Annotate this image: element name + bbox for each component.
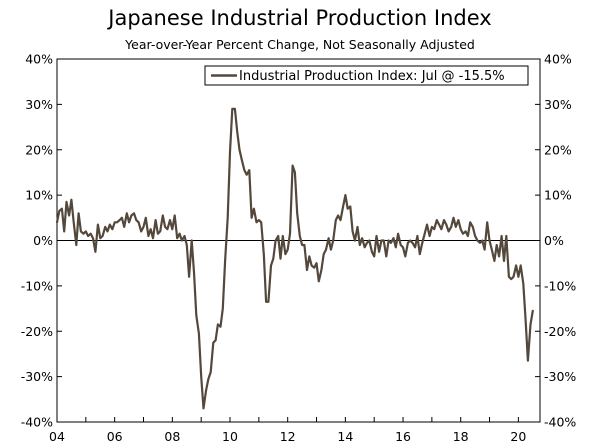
legend: Industrial Production Index: Jul @ -15.5… xyxy=(204,65,529,86)
series-line-industrial-production xyxy=(55,107,534,410)
y-tick-label-right: -40% xyxy=(544,415,576,430)
y-tick-label-left: -30% xyxy=(21,369,53,384)
y-tick-label-right: 30% xyxy=(544,97,572,112)
x-tick-label: 18 xyxy=(453,429,469,444)
y-tick-label-left: 10% xyxy=(25,188,53,203)
y-tick-label-left: -10% xyxy=(21,278,53,293)
x-tick-label: 10 xyxy=(222,429,238,444)
legend-label: Industrial Production Index: Jul @ -15.5… xyxy=(239,69,505,84)
x-tick-label: 14 xyxy=(337,429,353,444)
x-tick-label: 04 xyxy=(49,429,65,444)
y-tick-label-right: 0% xyxy=(544,233,564,248)
x-tick-label: 08 xyxy=(164,429,180,444)
y-tick-label-right: 10% xyxy=(544,188,572,203)
x-tick-label: 16 xyxy=(395,429,411,444)
y-tick-label-right: 40% xyxy=(544,52,572,67)
x-tick-label: 20 xyxy=(510,429,526,444)
legend-box xyxy=(204,65,529,86)
y-tick-label-left: 20% xyxy=(25,142,53,157)
y-tick-label-right: -20% xyxy=(544,324,576,339)
x-tick-label: 06 xyxy=(107,429,123,444)
y-tick-label-left: -40% xyxy=(21,415,53,430)
y-tick-label-left: 30% xyxy=(25,97,53,112)
chart-subtitle: Year-over-Year Percent Change, Not Seaso… xyxy=(125,37,475,52)
y-tick-label-left: 40% xyxy=(25,52,53,67)
y-tick-label-right: 20% xyxy=(544,142,572,157)
y-tick-label-left: 0% xyxy=(33,233,53,248)
chart-title: Japanese Industrial Production Index xyxy=(108,6,492,30)
y-tick-label-right: -10% xyxy=(544,278,576,293)
y-tick-label-right: -30% xyxy=(544,369,576,384)
y-tick-label-left: -20% xyxy=(21,324,53,339)
x-tick-label: 12 xyxy=(280,429,296,444)
